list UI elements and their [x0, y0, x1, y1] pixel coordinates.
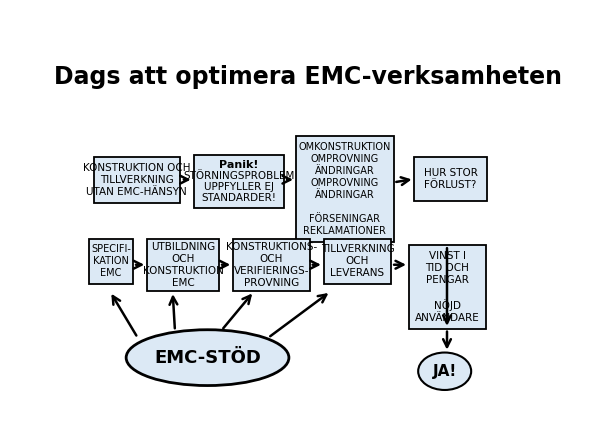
- Text: Panik!: Panik!: [219, 160, 259, 170]
- Text: VINST I
TID OCH
PENGAR

NÖJD
ANVÄNDARE: VINST I TID OCH PENGAR NÖJD ANVÄNDARE: [415, 251, 479, 323]
- Text: KONSTRUKTIONS-
OCH
VERIFIERINGS-
PROVNING: KONSTRUKTIONS- OCH VERIFIERINGS- PROVNIN…: [226, 242, 317, 288]
- FancyBboxPatch shape: [233, 239, 310, 291]
- FancyBboxPatch shape: [94, 157, 179, 203]
- Ellipse shape: [126, 330, 289, 385]
- FancyBboxPatch shape: [147, 239, 219, 291]
- FancyBboxPatch shape: [194, 155, 284, 208]
- Text: SPECIFI-
KATION
EMC: SPECIFI- KATION EMC: [91, 244, 131, 278]
- Text: OMKONSTRUKTION
OMPROVNING
ÄNDRINGAR
OMPROVNING
ÄNDRINGAR

FÖRSENINGAR
REKLAMATIO: OMKONSTRUKTION OMPROVNING ÄNDRINGAR OMPR…: [299, 142, 391, 236]
- Text: STANDARDER!: STANDARDER!: [202, 193, 277, 203]
- Text: KONSTRUKTION OCH
TILLVERKNING
UTAN EMC-HÄNSYN: KONSTRUKTION OCH TILLVERKNING UTAN EMC-H…: [83, 163, 190, 197]
- FancyBboxPatch shape: [409, 245, 485, 329]
- FancyBboxPatch shape: [296, 137, 394, 242]
- Text: STÖRNINGSPROBLEM: STÖRNINGSPROBLEM: [183, 171, 295, 181]
- Text: Dags att optimera EMC-verksamheten: Dags att optimera EMC-verksamheten: [53, 65, 562, 89]
- Text: TILLVERKNING
OCH
LEVERANS: TILLVERKNING OCH LEVERANS: [320, 244, 394, 278]
- Ellipse shape: [418, 353, 471, 390]
- Text: JA!: JA!: [433, 364, 457, 379]
- Text: UTBILDNING
OCH
KONSTRUKTION
EMC: UTBILDNING OCH KONSTRUKTION EMC: [143, 242, 224, 288]
- Text: HUR STOR
FÖRLUST?: HUR STOR FÖRLUST?: [424, 168, 478, 190]
- FancyBboxPatch shape: [415, 157, 487, 201]
- FancyBboxPatch shape: [324, 239, 391, 285]
- FancyBboxPatch shape: [89, 239, 133, 285]
- Text: UPPFYLLER EJ: UPPFYLLER EJ: [204, 182, 274, 192]
- Text: EMC-STÖD: EMC-STÖD: [154, 349, 261, 367]
